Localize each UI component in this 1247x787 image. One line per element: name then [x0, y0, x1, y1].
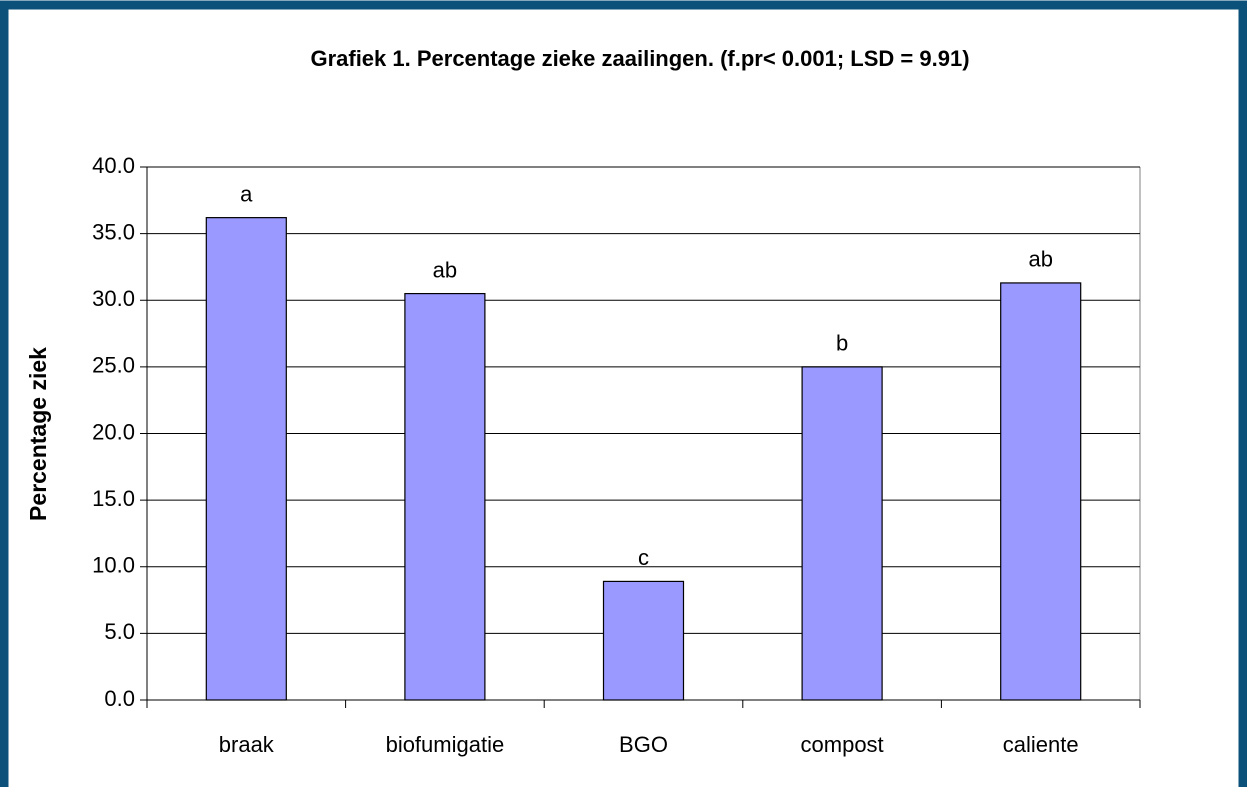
y-tick-label: 0.0: [104, 686, 135, 711]
bar: [801, 366, 883, 701]
y-tick-label: 35.0: [92, 219, 135, 244]
annotation: a: [240, 181, 253, 206]
annotation: ab: [1028, 247, 1052, 272]
bar: [205, 217, 287, 701]
x-tick-label: BGO: [619, 732, 668, 757]
y-axis-label: Percentage ziek: [25, 347, 51, 521]
y-tick-label: 40.0: [92, 153, 135, 178]
annotation: c: [638, 545, 649, 570]
x-tick-label: biofumigatie: [386, 732, 505, 757]
x-tick-label: braak: [219, 732, 275, 757]
chart-title: Grafiek 1. Percentage zieke zaailingen. …: [310, 46, 969, 71]
y-tick-label: 25.0: [92, 353, 135, 378]
bar: [1000, 282, 1082, 701]
y-tick-label: 15.0: [92, 486, 135, 511]
x-tick-label: compost: [801, 732, 884, 757]
bar: [602, 580, 685, 701]
y-tick-label: 5.0: [104, 619, 135, 644]
annotation: ab: [433, 257, 457, 282]
x-tick-label: caliente: [1003, 732, 1079, 757]
annotation: b: [836, 331, 848, 356]
y-tick-label: 20.0: [92, 419, 135, 444]
y-tick-label: 30.0: [92, 286, 135, 311]
bar: [404, 292, 486, 701]
y-tick-label: 10.0: [92, 553, 135, 578]
